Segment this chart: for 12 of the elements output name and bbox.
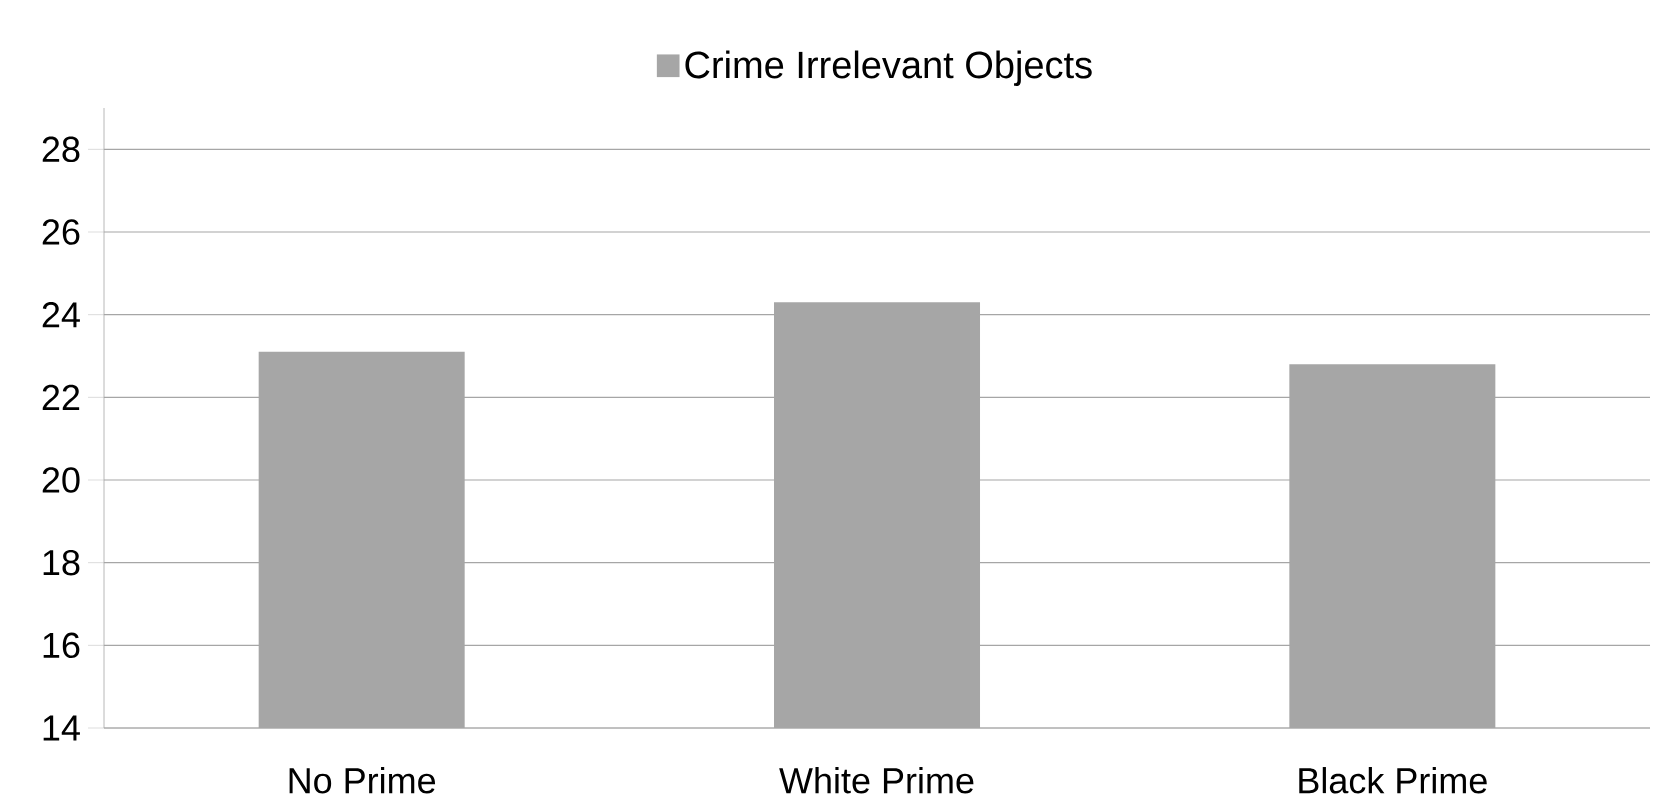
y-tick-label: 20 <box>42 467 80 493</box>
x-tick-label: Black Prime <box>1299 767 1487 794</box>
y-tick-label: 26 <box>42 219 80 245</box>
y-tick-label: 18 <box>43 549 80 576</box>
y-tick-label: 24 <box>42 302 80 328</box>
y-tick-label: 14 <box>43 715 80 741</box>
y-tick-label: 28 <box>42 136 80 163</box>
y-tick-label: 22 <box>42 384 80 410</box>
y-tick-label: 16 <box>43 632 80 659</box>
legend-label: Crime Irrelevant Objects <box>685 50 1092 86</box>
x-tick-label: No Prime <box>289 767 436 794</box>
x-tick-label: White Prime <box>779 767 974 794</box>
